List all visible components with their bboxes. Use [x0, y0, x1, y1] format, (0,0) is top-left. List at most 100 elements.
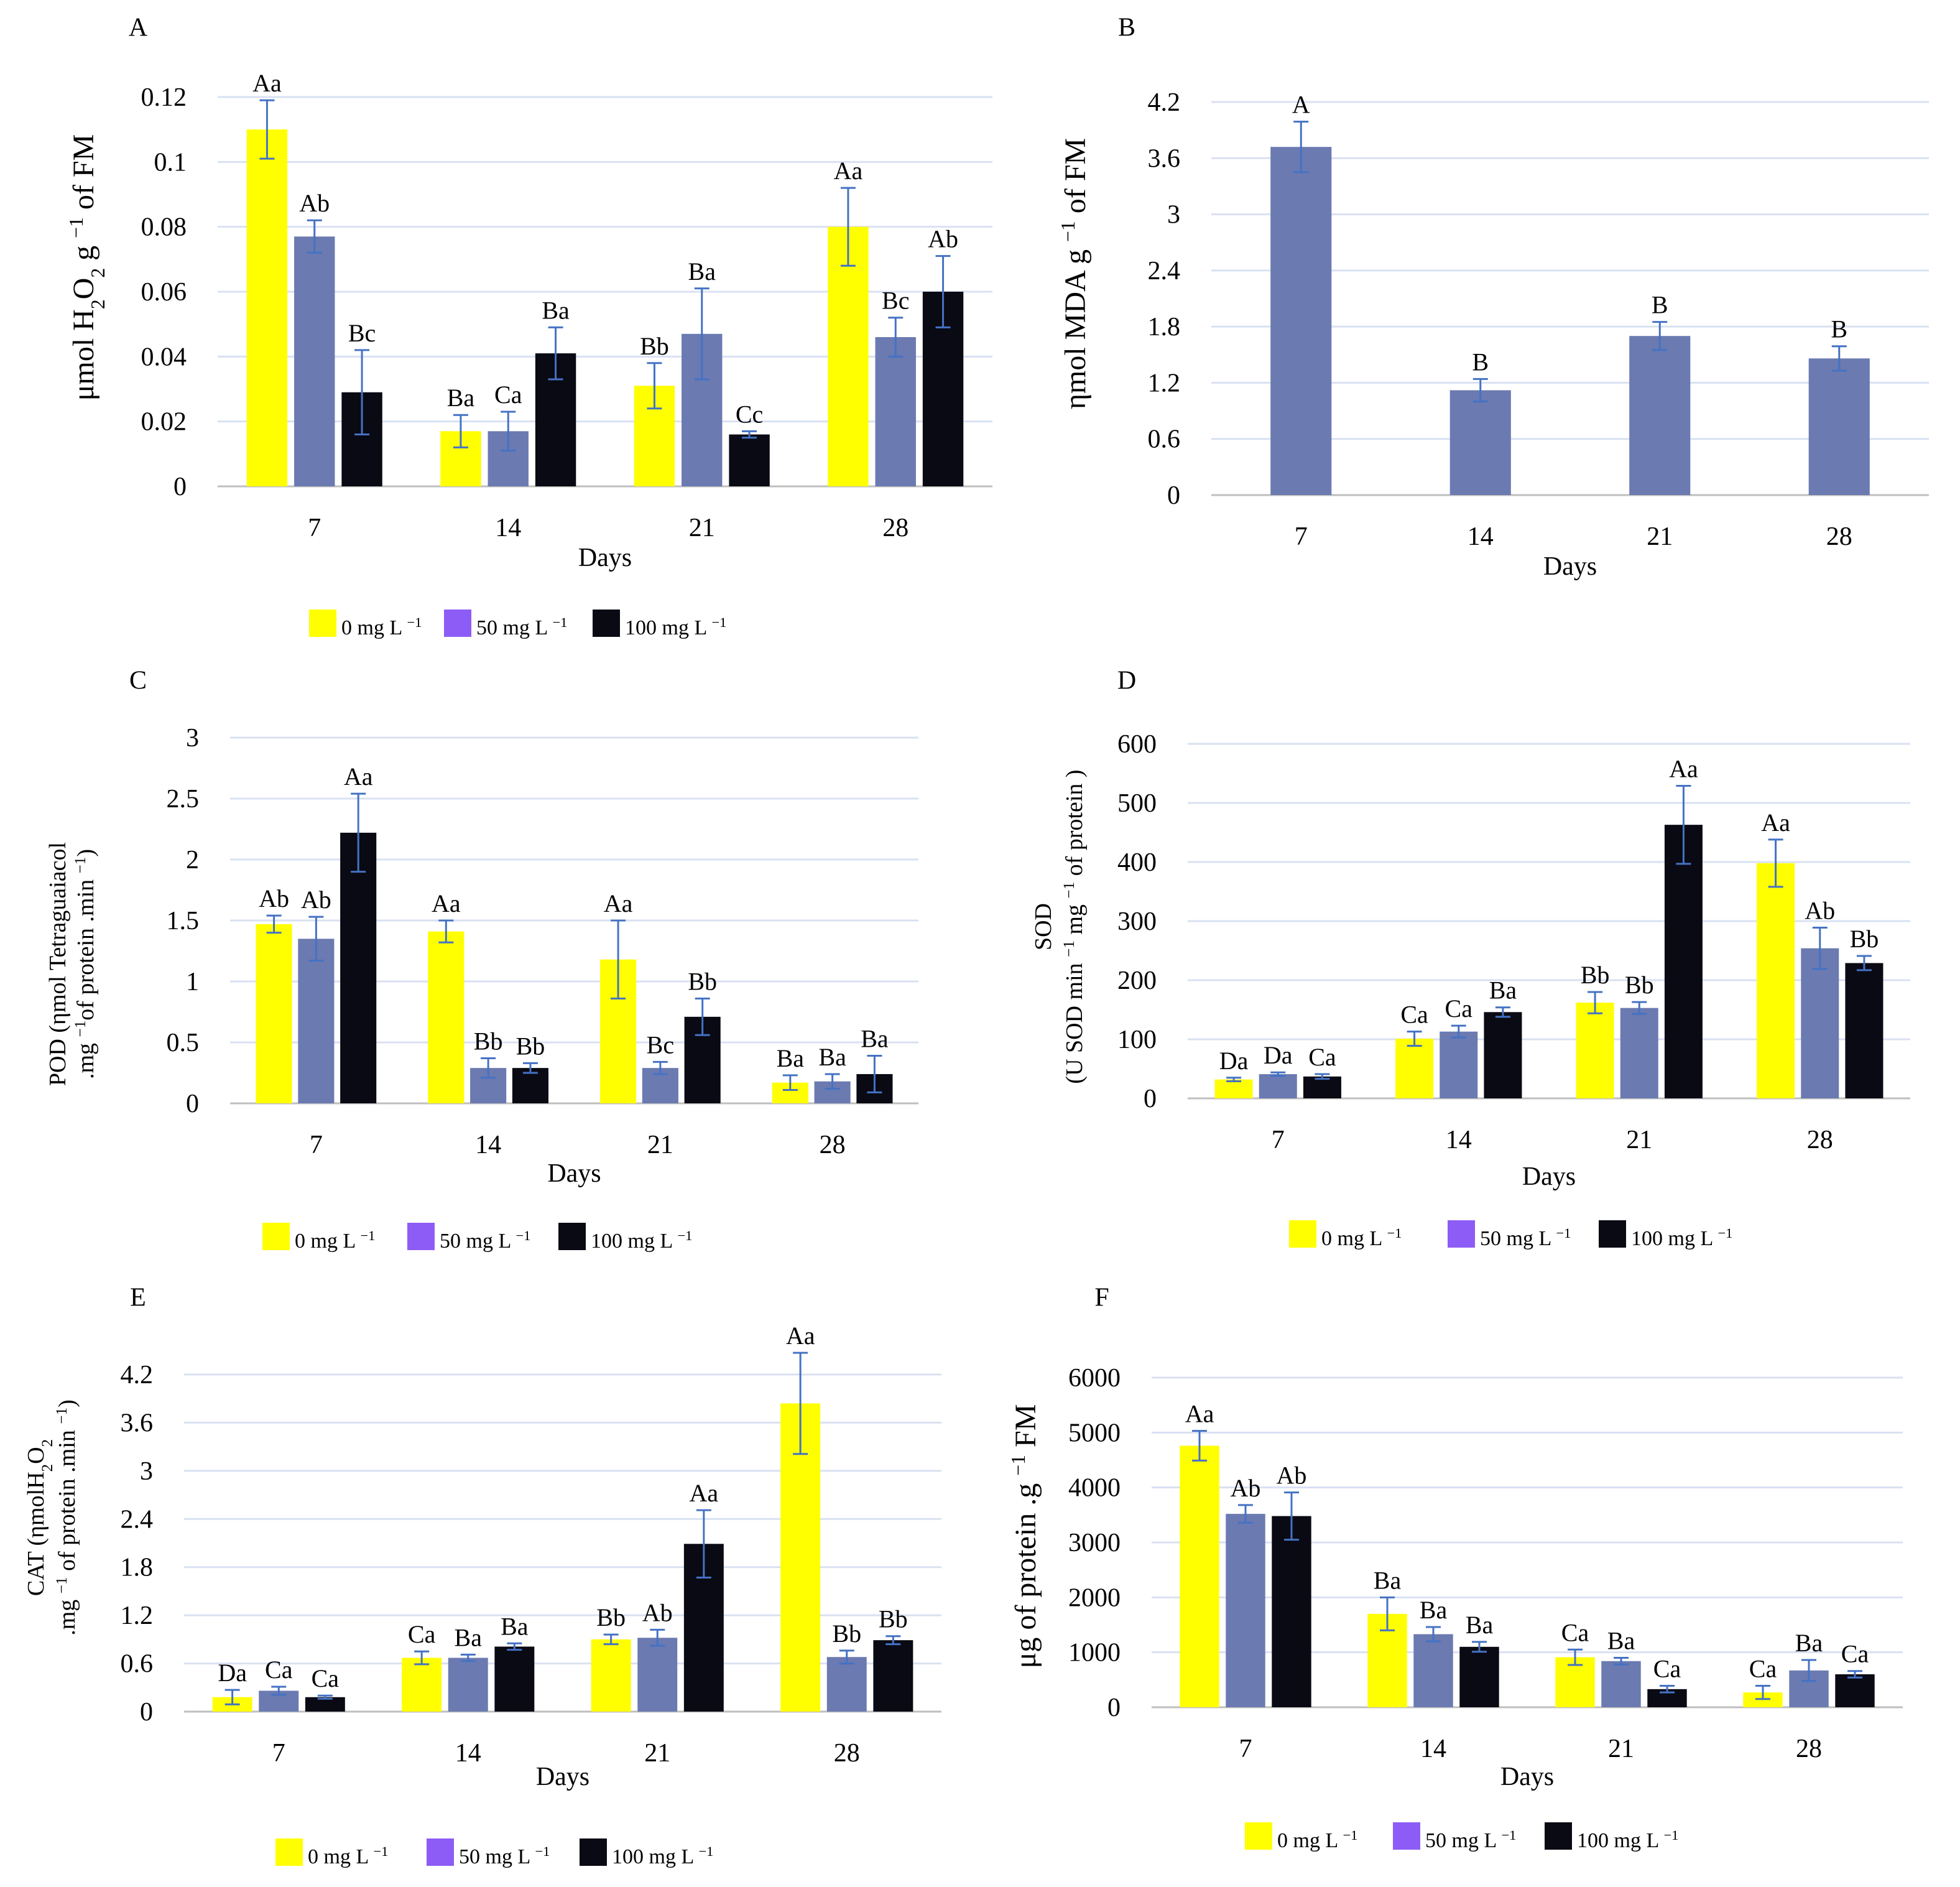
legend-swatch [1289, 1220, 1316, 1248]
bar [1413, 1634, 1453, 1707]
data-label: Aa [690, 1479, 719, 1507]
legend-label-part: −1 [1343, 1827, 1357, 1843]
data-label: Bb [688, 967, 717, 995]
y-axis-title-part: −1 [1057, 221, 1079, 242]
legend-swatch [558, 1223, 586, 1250]
data-label: Aa [252, 69, 282, 97]
legend-label: 50 mg L −1 [476, 614, 567, 640]
legend-label: 100 mg L −1 [1631, 1225, 1732, 1251]
legend-label-part: 100 mg L [612, 1845, 698, 1868]
y-tick-label: 0.6 [1148, 425, 1181, 454]
legend-label-part: 50 mg L [1480, 1227, 1556, 1250]
chart-panel-b: B 0 0.6 1.2 1.8 2.4 3 3.6 4.2 7 A 14 B 21 B 28 B Days ηmol… [1057, 14, 1929, 581]
legend-label-part: −1 [1663, 1827, 1678, 1843]
legend-swatch [427, 1838, 454, 1866]
data-label: Ba [1795, 1629, 1823, 1657]
data-label: Ca [1841, 1640, 1869, 1668]
x-tick-label: 14 [1420, 1735, 1446, 1763]
legend-label-part: −1 [1387, 1225, 1402, 1241]
y-tick-label: 2.4 [1148, 257, 1181, 285]
data-label: B [1831, 315, 1847, 343]
bar [873, 1640, 913, 1712]
bar [1270, 147, 1332, 495]
bar [428, 931, 465, 1103]
data-label: Ba [1489, 976, 1517, 1004]
bar [1272, 1516, 1311, 1707]
bar [340, 832, 377, 1103]
y-axis-title-line-part: (U SOD min [1061, 957, 1088, 1084]
y-tick-label: 500 [1117, 789, 1157, 818]
x-tick-label: 21 [644, 1739, 670, 1768]
y-tick-label: 4.2 [1148, 88, 1181, 117]
legend-swatch [580, 1838, 607, 1866]
x-tick-label: 14 [475, 1131, 501, 1159]
data-label: A [1292, 91, 1310, 119]
y-tick-label: 2000 [1068, 1583, 1121, 1612]
x-tick-label: 21 [1608, 1735, 1634, 1763]
x-tick-label: 21 [1626, 1126, 1652, 1154]
data-label: Bc [647, 1031, 674, 1059]
y-tick-label: 0.5 [167, 1029, 200, 1057]
y-axis-title-line: (U SOD min −1 mg −1 of protein ) [1061, 769, 1088, 1083]
x-tick-label: 28 [882, 514, 908, 542]
data-label: Ba [861, 1025, 889, 1053]
bar [1484, 1012, 1522, 1098]
bar [402, 1658, 442, 1712]
data-label: Bc [882, 287, 909, 315]
data-label: Ab [301, 886, 331, 914]
bar [1620, 1008, 1658, 1098]
y-axis-title-line: .mg −1of protein .min −1) [72, 849, 99, 1079]
y-axis-title-line: POD (ηmol Tetraguaiacol [45, 842, 71, 1086]
y-tick-label: 0.04 [141, 343, 187, 371]
panel-label: E [130, 1284, 146, 1312]
legend-swatch [275, 1838, 303, 1866]
y-axis-title-part: μmol H [67, 309, 100, 401]
bar [256, 924, 292, 1103]
legend-swatch [444, 610, 471, 637]
panel-label: D [1117, 667, 1136, 695]
legend-swatch [1245, 1822, 1272, 1850]
x-tick-label: 14 [1446, 1126, 1472, 1154]
bar [1601, 1661, 1641, 1707]
legend-label: 100 mg L −1 [612, 1843, 713, 1869]
data-label: Bb [596, 1603, 626, 1631]
bar [1395, 1039, 1434, 1098]
x-axis-title: Days [536, 1763, 589, 1791]
y-tick-label: 1000 [1068, 1639, 1121, 1667]
y-tick-label: 2 [186, 846, 199, 874]
y-tick-label: 0 [1107, 1694, 1121, 1722]
bar [1801, 948, 1839, 1098]
y-tick-label: 0 [140, 1698, 153, 1727]
data-label: Da [1264, 1041, 1293, 1069]
legend-label-part: 50 mg L [440, 1230, 515, 1253]
y-tick-label: 0 [173, 473, 187, 501]
legend-label-part: −1 [407, 614, 422, 630]
data-label: Aa [1185, 1400, 1214, 1428]
data-label: Ab [928, 225, 958, 253]
legend-label-part: 100 mg L [1577, 1829, 1663, 1852]
legend-label-part: −1 [360, 1228, 375, 1243]
bar [1459, 1646, 1499, 1707]
chart-panel-d: D 0 100 200 300 400 500 600 7 Da Da Ca 14 Ca Ca Ba 21 Bb B… [1030, 667, 1910, 1250]
data-label: Ca [494, 381, 522, 409]
y-axis-title: μg of protein .g −1 FM [1007, 1404, 1043, 1669]
y-tick-label: 1 [186, 968, 199, 996]
legend-label-part: −1 [1501, 1827, 1516, 1843]
data-label: Da [218, 1659, 247, 1687]
legend-label: 50 mg L −1 [459, 1843, 550, 1869]
y-axis-title-line-part: SOD [1030, 903, 1056, 950]
bar [1440, 1031, 1478, 1098]
x-tick-label: 14 [1468, 522, 1494, 551]
y-tick-label: 0 [1167, 481, 1180, 510]
x-tick-label: 7 [310, 1131, 323, 1159]
y-axis-title-part: −1 [65, 217, 87, 238]
x-axis-title: Days [1500, 1763, 1554, 1791]
data-label: Bb [879, 1605, 908, 1633]
y-tick-label: 3.6 [1148, 144, 1181, 173]
x-tick-label: 7 [272, 1739, 285, 1768]
data-label: Ca [312, 1664, 340, 1692]
y-axis-title-line-part: of protein .min [54, 1424, 80, 1577]
bar [294, 236, 335, 486]
